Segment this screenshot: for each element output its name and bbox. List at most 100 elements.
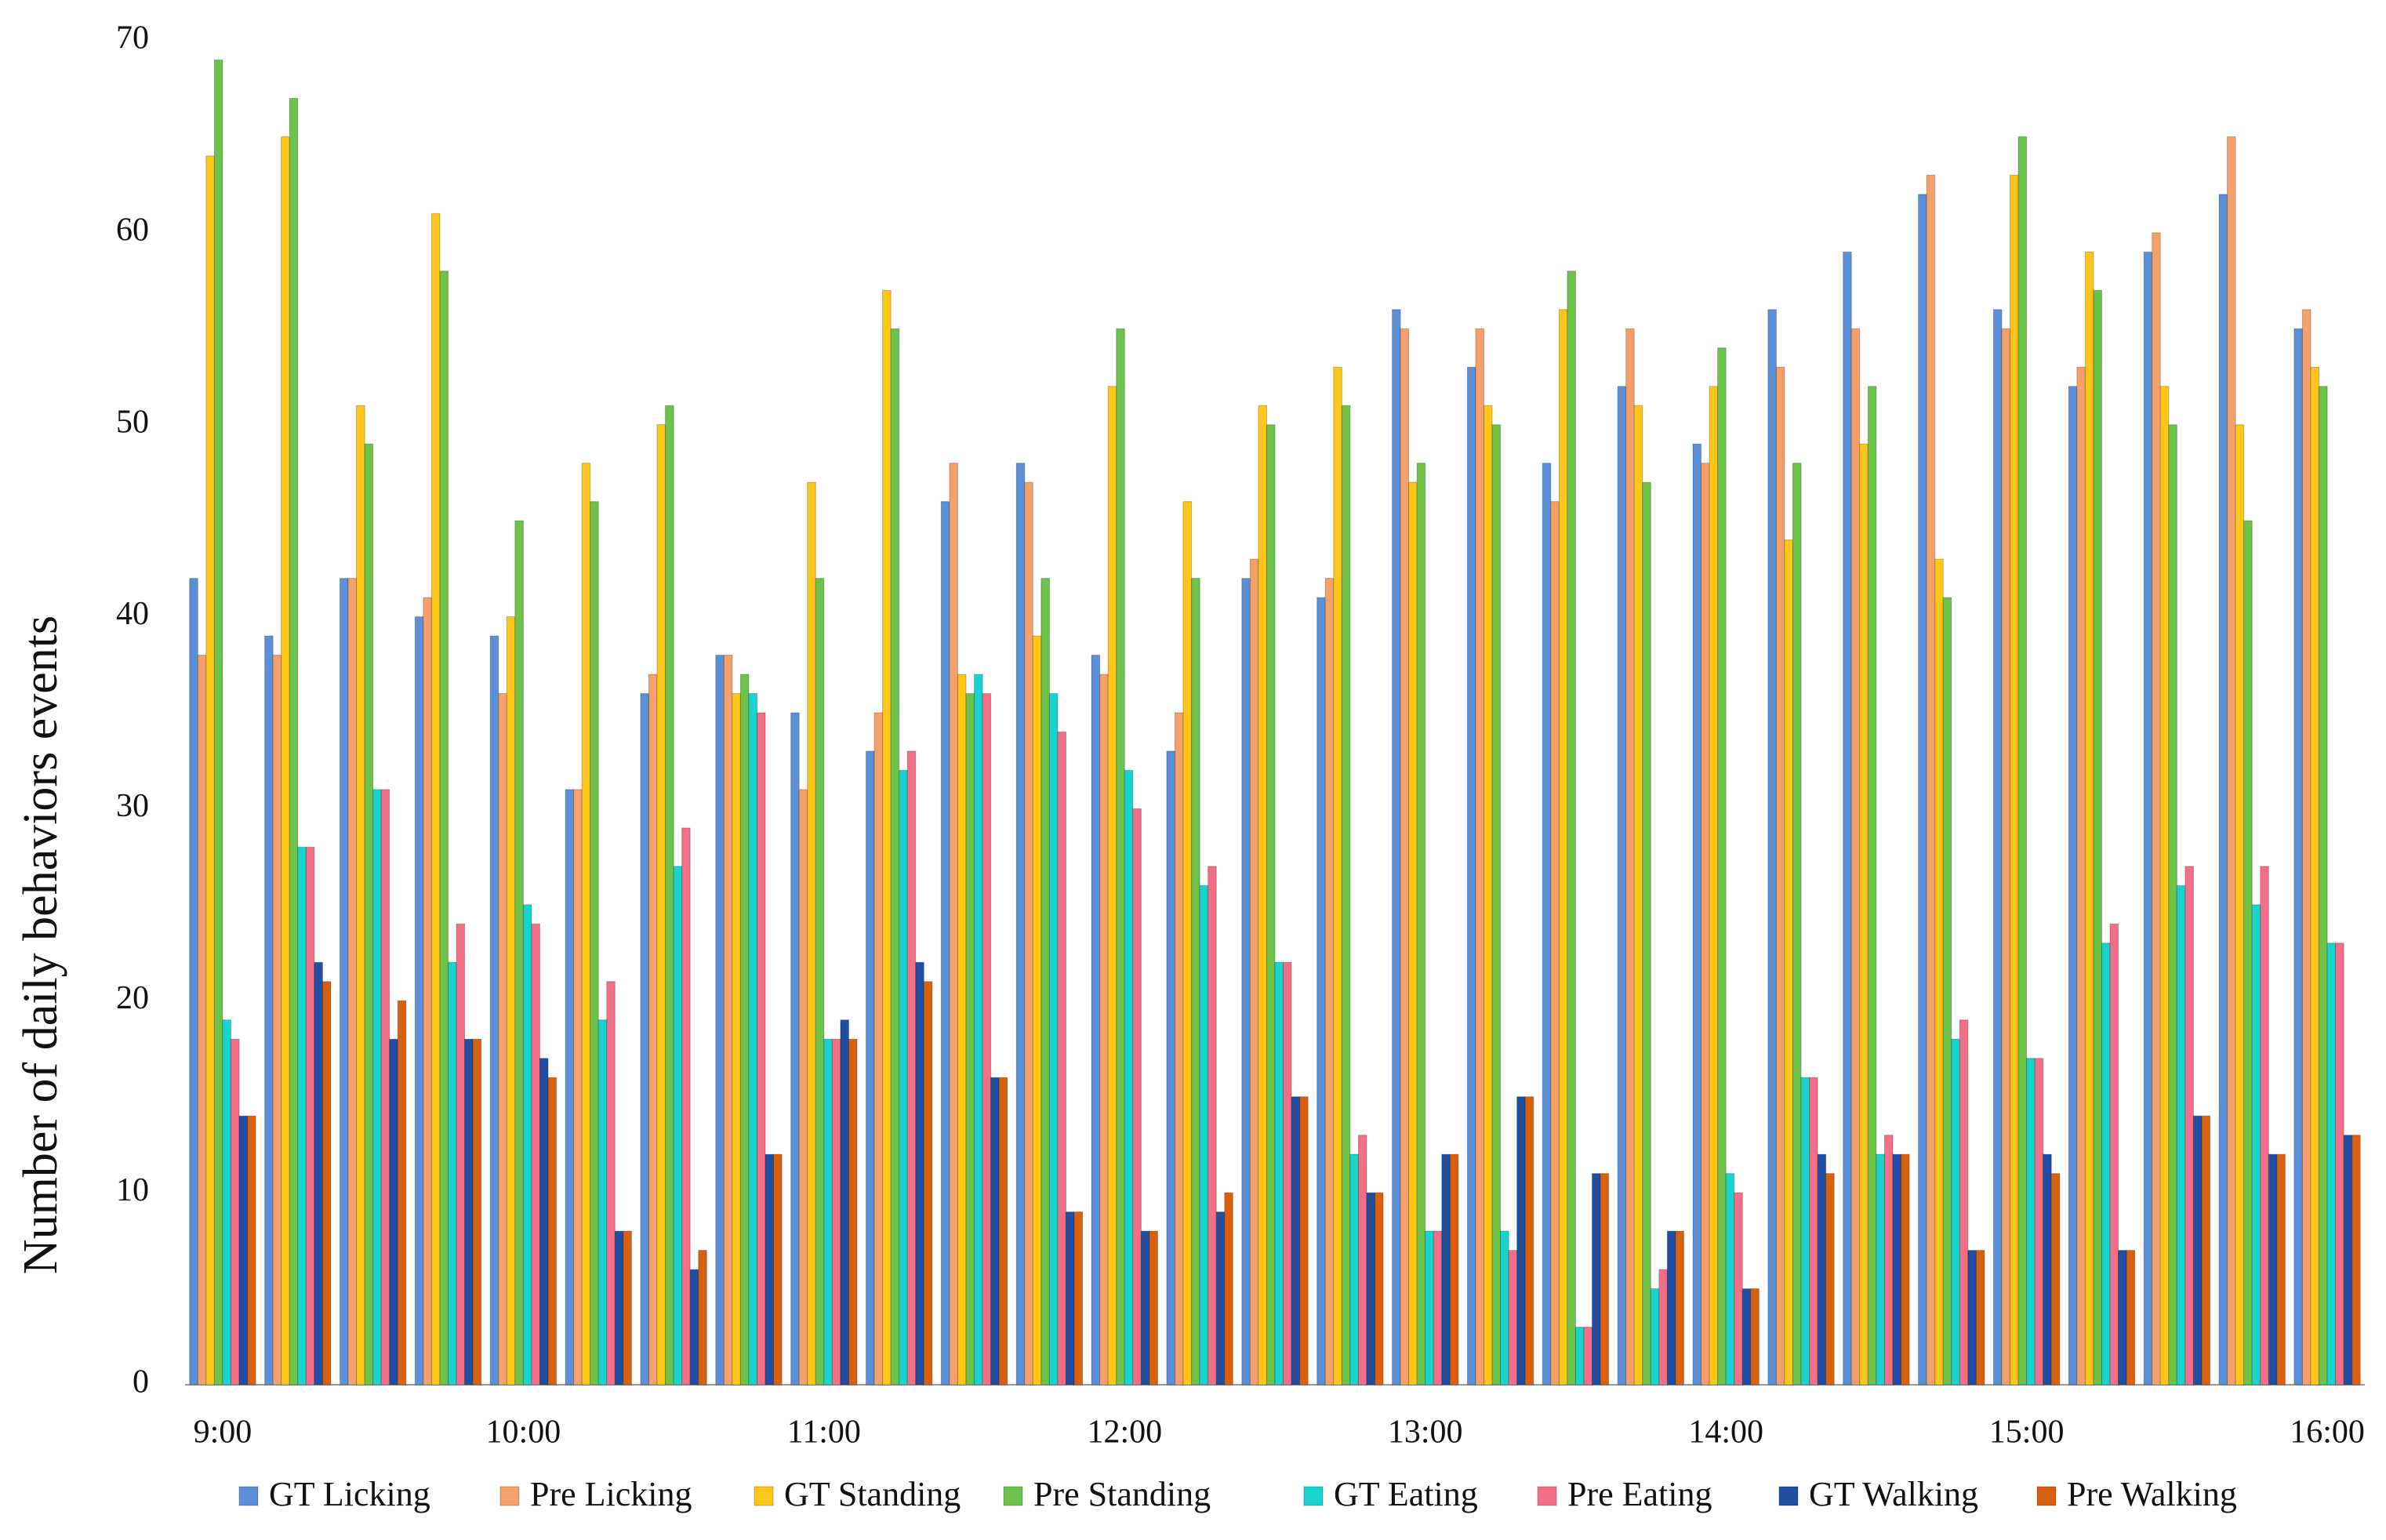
- bar: [1767, 309, 1777, 1386]
- bar: [882, 289, 892, 1386]
- bar: [840, 1019, 849, 1386]
- bar: [1975, 1250, 1985, 1386]
- bar: [698, 1250, 707, 1386]
- bar: [606, 981, 616, 1386]
- bar: [715, 655, 725, 1386]
- bar: [1666, 1230, 1676, 1386]
- bar: [1542, 463, 1552, 1386]
- x-tick-label: 9:00: [194, 1415, 252, 1451]
- x-tick-label: 16:00: [2290, 1415, 2365, 1451]
- bar: [1324, 578, 1335, 1386]
- bar: [1574, 1327, 1585, 1386]
- bar: [1692, 443, 1702, 1386]
- bar: [1357, 1135, 1367, 1386]
- bar: [397, 1000, 407, 1386]
- bar: [673, 866, 683, 1386]
- bar: [590, 501, 599, 1386]
- bar: [372, 789, 382, 1386]
- bar: [189, 578, 198, 1386]
- bar: [1516, 1096, 1526, 1386]
- bar: [974, 674, 983, 1386]
- bar: [2235, 424, 2245, 1386]
- bar: [2126, 1250, 2136, 1386]
- legend-swatch: [2036, 1486, 2057, 1506]
- bar: [1215, 1211, 1226, 1386]
- bar: [1592, 1173, 1601, 1386]
- bar: [573, 789, 583, 1386]
- bar: [389, 1038, 398, 1386]
- bar: [1784, 539, 1793, 1386]
- legend-swatch: [754, 1486, 774, 1506]
- legend-swatch: [1778, 1486, 1799, 1506]
- bar: [1483, 405, 1493, 1386]
- bar: [1775, 366, 1785, 1386]
- bar: [614, 1230, 624, 1386]
- bar: [1942, 597, 1952, 1386]
- bar: [757, 712, 766, 1386]
- legend-swatch: [238, 1486, 259, 1506]
- bar: [689, 1269, 699, 1386]
- bar: [1299, 1096, 1309, 1386]
- bar: [597, 1019, 608, 1386]
- bar: [1349, 1153, 1359, 1386]
- legend-label: GT Standing: [784, 1475, 961, 1513]
- bar: [1199, 884, 1209, 1386]
- bar: [1825, 1173, 1835, 1386]
- bar: [347, 578, 358, 1386]
- bar: [1843, 251, 1852, 1386]
- bar: [1433, 1230, 1443, 1386]
- x-tick-label: 10:00: [486, 1415, 561, 1451]
- bar: [1491, 424, 1502, 1386]
- bar: [1567, 271, 1576, 1386]
- bar: [1734, 1192, 1743, 1386]
- bar: [1859, 443, 1868, 1386]
- bar: [1249, 558, 1259, 1386]
- bar: [1107, 386, 1117, 1386]
- bar: [2227, 136, 2236, 1386]
- bar: [899, 769, 908, 1386]
- bar: [2276, 1153, 2286, 1386]
- bar: [1850, 328, 1861, 1386]
- bar: [238, 1115, 249, 1386]
- bar: [464, 1038, 474, 1386]
- bar: [1709, 386, 1719, 1386]
- bar: [866, 750, 875, 1386]
- legend-label: Pre Licking: [530, 1475, 692, 1513]
- bar: [380, 789, 390, 1386]
- legend-label: Pre Standing: [1033, 1475, 1211, 1513]
- bar: [1792, 463, 1802, 1386]
- bar: [1392, 309, 1401, 1386]
- bar: [489, 635, 499, 1386]
- bar: [1024, 481, 1033, 1386]
- bar: [2260, 866, 2269, 1386]
- bar: [1717, 347, 1727, 1386]
- bar: [848, 1038, 858, 1386]
- bar: [1048, 693, 1059, 1386]
- legend-label: GT Eating: [1334, 1475, 1478, 1513]
- bar: [681, 827, 691, 1386]
- bar: [1441, 1153, 1451, 1386]
- bar: [2326, 943, 2337, 1386]
- bar: [321, 981, 332, 1386]
- y-tick-label: 40: [116, 596, 149, 632]
- bar: [906, 750, 917, 1386]
- bar: [1208, 866, 1217, 1386]
- bar: [965, 693, 975, 1386]
- bar: [430, 212, 441, 1386]
- bar: [2268, 1153, 2278, 1386]
- y-tick-label: 30: [116, 788, 149, 824]
- x-tick-label: 11:00: [787, 1415, 861, 1451]
- bar: [923, 981, 933, 1386]
- bar: [1817, 1153, 1827, 1386]
- bar: [522, 904, 532, 1386]
- x-tick-label: 12:00: [1087, 1415, 1162, 1451]
- bar: [456, 923, 466, 1386]
- bar: [472, 1038, 482, 1386]
- bar: [1241, 578, 1251, 1386]
- bar: [2043, 1153, 2052, 1386]
- bar: [1466, 366, 1476, 1386]
- y-tick-label: 10: [116, 1172, 149, 1208]
- bar: [764, 1153, 775, 1386]
- bar: [1191, 578, 1200, 1386]
- y-tick-label: 70: [116, 20, 149, 56]
